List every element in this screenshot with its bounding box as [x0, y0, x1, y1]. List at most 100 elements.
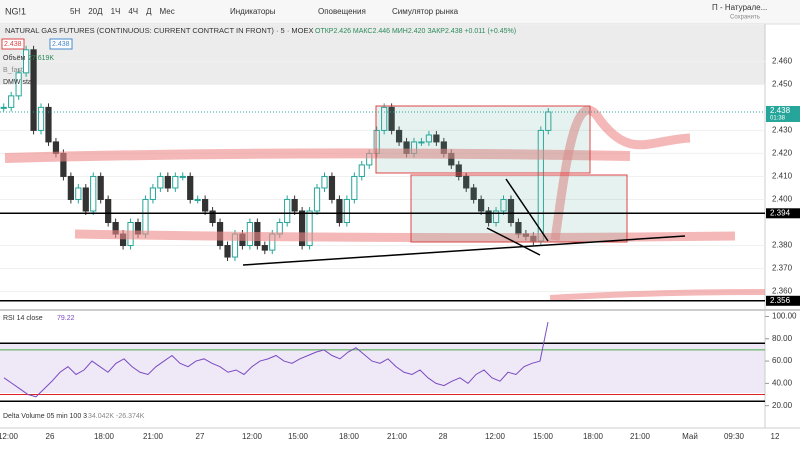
candle-body [179, 175, 186, 178]
candle-body [8, 95, 15, 108]
interval[interactable]: 4Ч [128, 7, 138, 16]
candle-body [485, 210, 492, 224]
candle-body [470, 187, 477, 200]
candle-body [545, 111, 552, 131]
candle-body [209, 210, 216, 224]
candle-body [187, 175, 194, 200]
candle-body [149, 187, 157, 200]
account-sub[interactable]: Сохранить [730, 15, 760, 21]
candle-body [358, 164, 365, 177]
candle-body [478, 198, 485, 212]
candle-body [284, 198, 291, 224]
interval[interactable]: 1Ч [111, 7, 121, 16]
candle-body [343, 198, 350, 224]
x-tick-label: 18:00 [339, 432, 360, 441]
candle-body [306, 210, 313, 247]
drawings [4, 105, 766, 301]
candle-body [328, 175, 336, 200]
x-tick-label: 12:00 [0, 432, 19, 441]
symbol[interactable]: NG!1 [5, 6, 26, 16]
chart-legend-title: NATURAL GAS FUTURES (CONTINUOUS: CURRENT… [5, 26, 313, 35]
rsi-tick-label: 20.00 [772, 401, 793, 410]
candle-body [75, 187, 82, 200]
candle-body [313, 187, 321, 212]
candle-body [164, 175, 171, 189]
indicator: B_fast [3, 67, 23, 74]
ask-box [49, 38, 73, 50]
x-tick-label: 15:00 [288, 432, 309, 441]
y-tick-label: 2.450 [772, 79, 793, 88]
y-tick-label: 2.410 [772, 172, 793, 181]
candle-body [202, 198, 209, 212]
last-price: 2.438 [770, 106, 791, 115]
x-tick-label: 21:00 [387, 432, 408, 441]
rsi-tick-label: 100.00 [772, 312, 797, 321]
candle-body [507, 198, 515, 224]
pink-zone-bottom [549, 289, 766, 301]
toolbar-button[interactable]: Симулятор рынка [392, 7, 459, 16]
candle-body [45, 106, 52, 143]
candle-body [388, 106, 395, 131]
rsi-tick-label: 40.00 [772, 378, 793, 387]
y-tick-label: 2.430 [772, 126, 793, 135]
candle-body [321, 175, 328, 189]
account[interactable]: П - Натурале... [712, 3, 767, 12]
candle-body [0, 106, 7, 109]
x-tick-label: 26 [46, 432, 55, 441]
toolbar-button[interactable]: Оповещения [318, 7, 366, 16]
x-tick-label: 15:00 [533, 432, 554, 441]
x-tick-label: 18:00 [583, 432, 604, 441]
candle-body [463, 175, 470, 189]
candle-body [418, 141, 425, 144]
pink-zone-upper [4, 148, 631, 163]
last-price-timer: 01:38 [770, 116, 786, 122]
price-label: 2.394 [770, 208, 791, 217]
y-tick-label: 2.420 [772, 149, 793, 158]
price-label: 2.356 [770, 296, 791, 305]
candle-body [37, 106, 45, 131]
ask: 2.438 [52, 41, 70, 48]
candle-body [224, 245, 231, 258]
x-tick-label: 21:00 [630, 432, 651, 441]
wedge-line-1 [505, 178, 549, 242]
x-tick-label: Май [682, 432, 698, 441]
rsi-value: 79.22 [57, 315, 75, 322]
shaded-zone [0, 25, 765, 85]
y-tick-label: 2.360 [772, 287, 793, 296]
candle-body [492, 210, 500, 224]
ohlc: ОТКР2.426 МАКС2.446 МИН2.420 ЗАКР2.438 +… [315, 28, 516, 35]
candle-body [172, 175, 179, 189]
candle-body [97, 175, 104, 200]
candle-body [351, 175, 358, 200]
candle-body [157, 175, 164, 189]
wedge-line-2 [486, 227, 541, 256]
rsi-tick-label: 80.00 [772, 334, 793, 343]
pink-forecast [550, 105, 691, 241]
delta-title: Delta Volume 05 min 100 3 [3, 413, 87, 420]
toolbar-button[interactable]: Индикаторы [230, 7, 276, 16]
candle-body [194, 198, 201, 201]
rsi-band [0, 343, 765, 393]
price-label-box [766, 295, 800, 306]
interval[interactable]: 5Н [70, 7, 80, 16]
candle-body [142, 198, 149, 235]
x-tick-label: 12:00 [242, 432, 263, 441]
rsi-line [3, 321, 549, 398]
toolbar [0, 0, 800, 24]
bid: 2.438 [4, 41, 22, 48]
y-tick-label: 2.400 [772, 195, 793, 204]
x-tick-label: 18:00 [94, 432, 115, 441]
candle-body [455, 164, 462, 177]
candle-body [291, 198, 298, 212]
pink-zone-lower [74, 229, 736, 243]
last-price-box [766, 105, 800, 122]
interval[interactable]: Д [146, 7, 152, 16]
x-tick-label: 12:00 [485, 432, 506, 441]
candle-body [500, 198, 507, 212]
interval[interactable]: 20Д [88, 7, 103, 16]
rsi-tick-label: 60.00 [772, 356, 793, 365]
y-tick-label: 2.370 [772, 264, 793, 273]
candle-body [30, 49, 37, 131]
x-tick-label: 09:30 [724, 432, 745, 441]
interval[interactable]: Мес [160, 7, 175, 16]
